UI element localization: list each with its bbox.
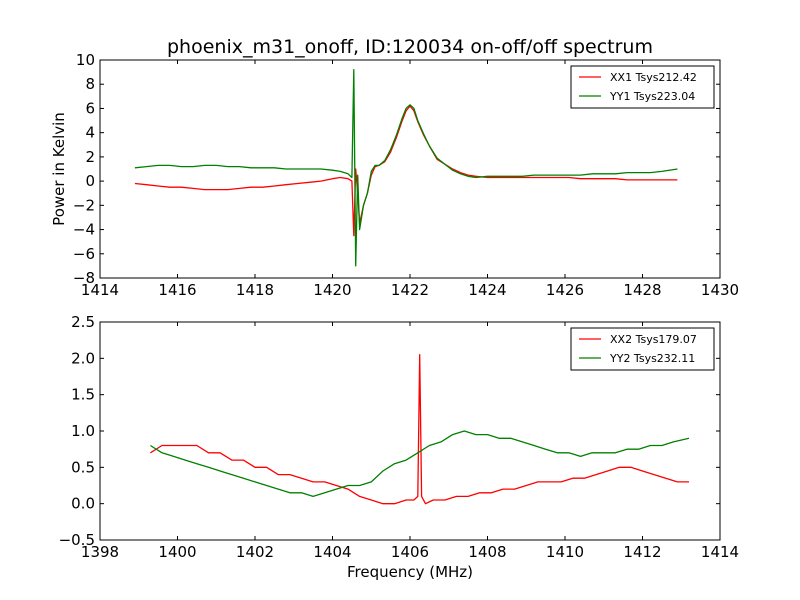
bottom-x-tick-label: 1404 (313, 543, 351, 561)
bottom-y-tick-label: 2.5 (71, 313, 95, 331)
bottom-panel: 1398 1400 1402 1404 1406 1408 1410 1412 1414 −0.5… (59, 313, 740, 561)
top-x-tick-label: 1430 (701, 281, 739, 299)
top-x-tick-label: 1420 (313, 281, 351, 299)
bottom-x-tick-label: 1398 (81, 543, 119, 561)
top-panel: 1414 1416 1418 1420 1422 1424 1426 1428 1430 −8 −6… (73, 51, 739, 299)
top-y-tick-label: 6 (85, 99, 95, 117)
x-axis-label: Frequency (MHz) (347, 563, 473, 581)
top-y-tick-label: 0 (85, 172, 95, 190)
bottom-x-tick-label: 1406 (391, 543, 429, 561)
top-legend-frame (570, 65, 715, 109)
top-panel-ticks: 1414 1416 1418 1420 1422 1424 1426 1428 1430 −8 −6… (73, 51, 739, 299)
top-y-tick-label: −6 (73, 245, 95, 263)
top-y-tick-label: 10 (76, 51, 95, 69)
top-y-tick-label: 2 (85, 148, 95, 166)
legend-label-xx1: XX1 Tsys212.42 (610, 71, 697, 84)
bottom-x-tick-label: 1402 (236, 543, 274, 561)
series-line-yy1 (134, 69, 678, 267)
bottom-x-tick-label: 1412 (623, 543, 661, 561)
bottom-y-tick-label: 0.0 (71, 495, 95, 513)
series-line-xx1 (134, 105, 678, 237)
top-y-tick-label: 4 (85, 124, 95, 142)
bottom-y-tick-label: 2.0 (71, 349, 95, 367)
top-y-tick-label: 8 (85, 75, 95, 93)
top-x-tick-label: 1426 (546, 281, 584, 299)
top-y-tick-label: −4 (73, 221, 95, 239)
bottom-panel-legend: XX2 Tsys179.07 YY2 Tsys232.11 (570, 327, 715, 371)
bottom-x-tick-label: 1414 (701, 543, 739, 561)
bottom-y-tick-label: 0.5 (71, 458, 95, 476)
top-panel-series (134, 69, 678, 267)
bottom-panel-ticks: 1398 1400 1402 1404 1406 1408 1410 1412 1414 −0.5… (59, 313, 740, 561)
bottom-panel-series (150, 354, 690, 505)
bottom-x-tick-label: 1410 (546, 543, 584, 561)
legend-label-xx2: XX2 Tsys179.07 (610, 333, 697, 346)
series-line-xx2 (150, 354, 689, 505)
top-x-tick-label: 1424 (468, 281, 506, 299)
bottom-y-tick-label: 1.0 (71, 422, 95, 440)
bottom-x-tick-label: 1408 (468, 543, 506, 561)
top-x-tick-label: 1418 (236, 281, 274, 299)
chart-title: phoenix_m31_onoff, ID:120034 on-off/off … (167, 36, 653, 58)
top-y-tick-label: −2 (73, 196, 95, 214)
y-axis-label: Power in Kelvin (50, 112, 68, 226)
bottom-y-tick-label: −0.5 (59, 531, 95, 549)
bottom-y-tick-label: 1.5 (71, 386, 95, 404)
top-x-tick-label: 1414 (81, 281, 119, 299)
series-line-yy2 (150, 430, 690, 498)
top-x-tick-label: 1428 (623, 281, 661, 299)
bottom-legend-frame (570, 327, 715, 371)
legend-label-yy1: YY1 Tsys223.04 (609, 90, 695, 103)
top-y-tick-label: −8 (73, 269, 95, 287)
top-x-tick-label: 1422 (391, 281, 429, 299)
bottom-x-tick-label: 1400 (158, 543, 196, 561)
top-x-tick-label: 1416 (158, 281, 196, 299)
top-panel-legend: XX1 Tsys212.42 YY1 Tsys223.04 (570, 65, 715, 109)
legend-label-yy2: YY2 Tsys232.11 (609, 352, 695, 365)
